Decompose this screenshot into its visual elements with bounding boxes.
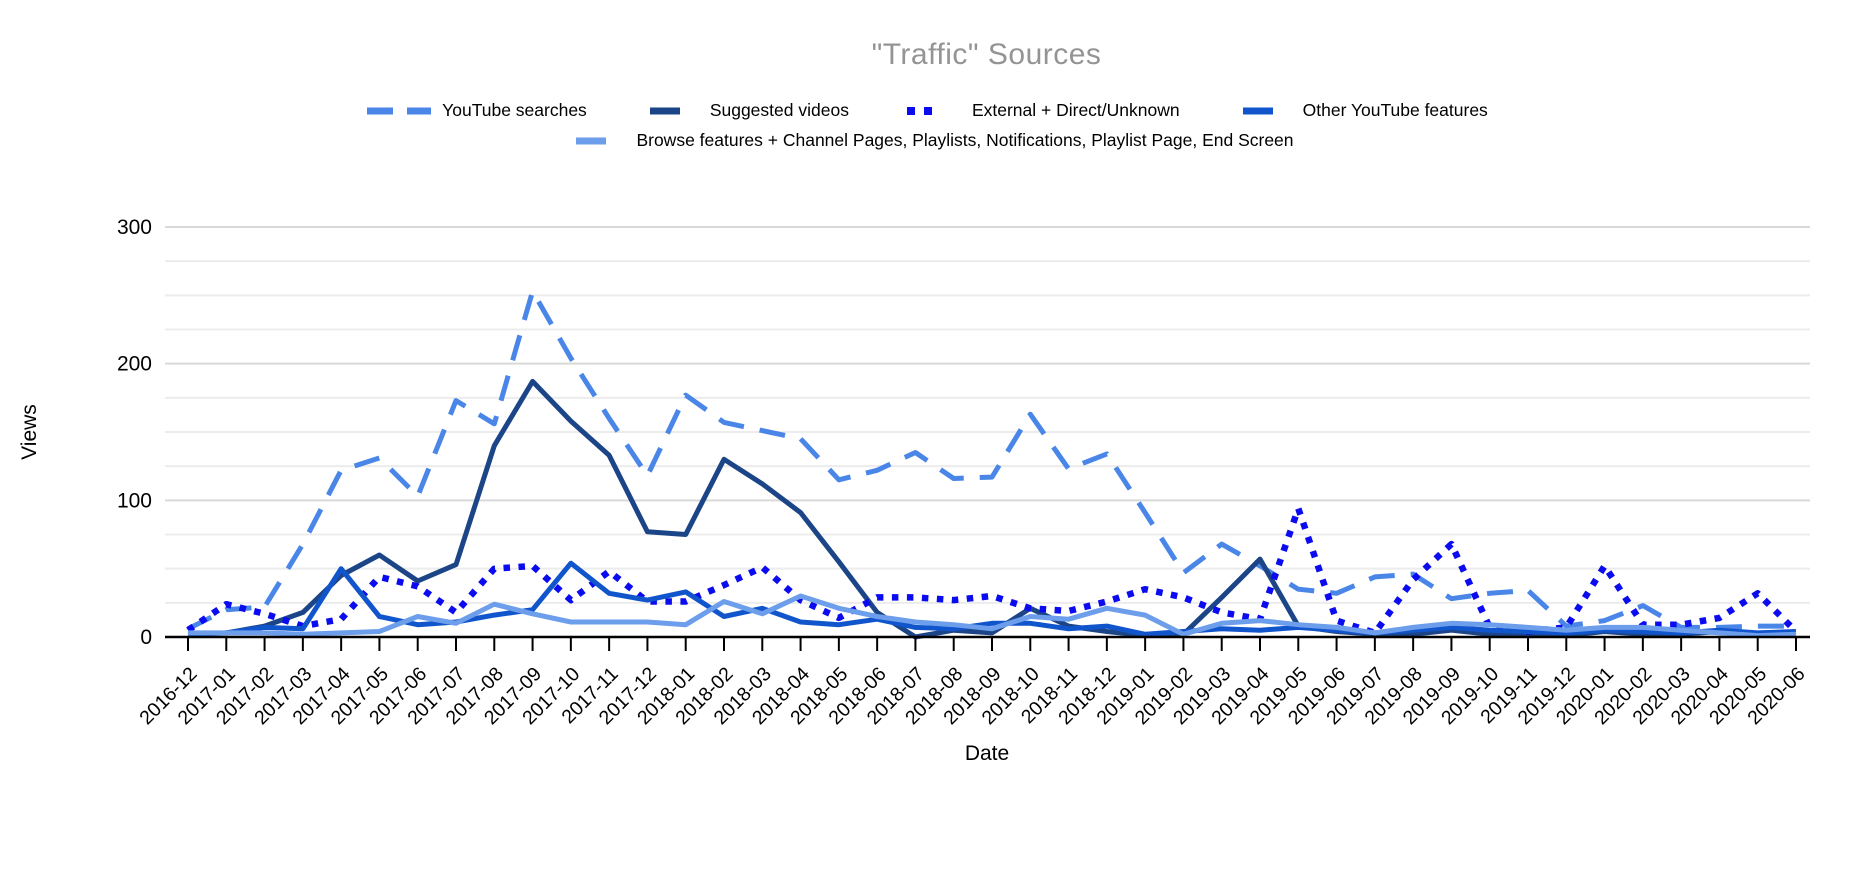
line-chart: 01002003002016-122017-012017-022017-0320… bbox=[18, 216, 1810, 765]
y-tick-label: 200 bbox=[117, 353, 152, 376]
legend-item-external-direct-unknown[interactable]: External + Direct/Unknown bbox=[895, 100, 1180, 121]
legend-swatch-solid-icon bbox=[649, 107, 680, 114]
legend-swatch-solid-icon bbox=[576, 137, 607, 144]
legend-swatch-dotted-icon bbox=[906, 106, 933, 115]
gridlines bbox=[165, 226, 1810, 604]
legend-label: Browse features + Channel Pages, Playlis… bbox=[636, 130, 1294, 150]
legend-label: External + Direct/Unknown bbox=[971, 100, 1180, 120]
y-axis-title: Views bbox=[18, 404, 41, 460]
y-tick-label: 0 bbox=[140, 626, 152, 649]
legend-label: Suggested videos bbox=[709, 100, 849, 120]
legend-label: Other YouTube features bbox=[1302, 100, 1488, 120]
legend: YouTube searches Suggested videos External… bbox=[0, 100, 1853, 160]
series-line-external-direct-unknown bbox=[186, 505, 1799, 637]
y-tick-label: 100 bbox=[117, 489, 152, 512]
legend-swatch-dashed-icon bbox=[367, 107, 432, 114]
series-line-browse-features-channel-pages-playlists-noti bbox=[188, 593, 1797, 639]
legend-item-youtube-searches[interactable]: YouTube searches bbox=[365, 100, 587, 121]
legend-row-1: YouTube searches Suggested videos External… bbox=[0, 100, 1853, 121]
chart-title: "Traffic" Sources bbox=[871, 38, 1102, 71]
legend-label: YouTube searches bbox=[442, 100, 587, 120]
legend-item-suggested-videos[interactable]: Suggested videos bbox=[633, 100, 849, 121]
series-lines bbox=[186, 288, 1799, 640]
axis-tick-labels: 01002003002016-122017-012017-022017-0320… bbox=[117, 216, 1810, 729]
series-line-youtube-searches bbox=[186, 288, 1796, 632]
legend-item-other-youtube-features[interactable]: Other YouTube features bbox=[1226, 100, 1488, 121]
legend-swatch-solid-icon bbox=[1242, 107, 1273, 114]
axes bbox=[165, 635, 1810, 651]
y-tick-label: 300 bbox=[117, 216, 152, 239]
legend-row-2: Browse features + Channel Pages, Playlis… bbox=[0, 130, 1853, 151]
series-line-suggested-videos bbox=[187, 378, 1796, 640]
legend-item-browse-features-channel-pages-playlists-noti[interactable]: Browse features + Channel Pages, Playlis… bbox=[559, 130, 1294, 151]
x-axis-title: Date bbox=[965, 742, 1009, 765]
